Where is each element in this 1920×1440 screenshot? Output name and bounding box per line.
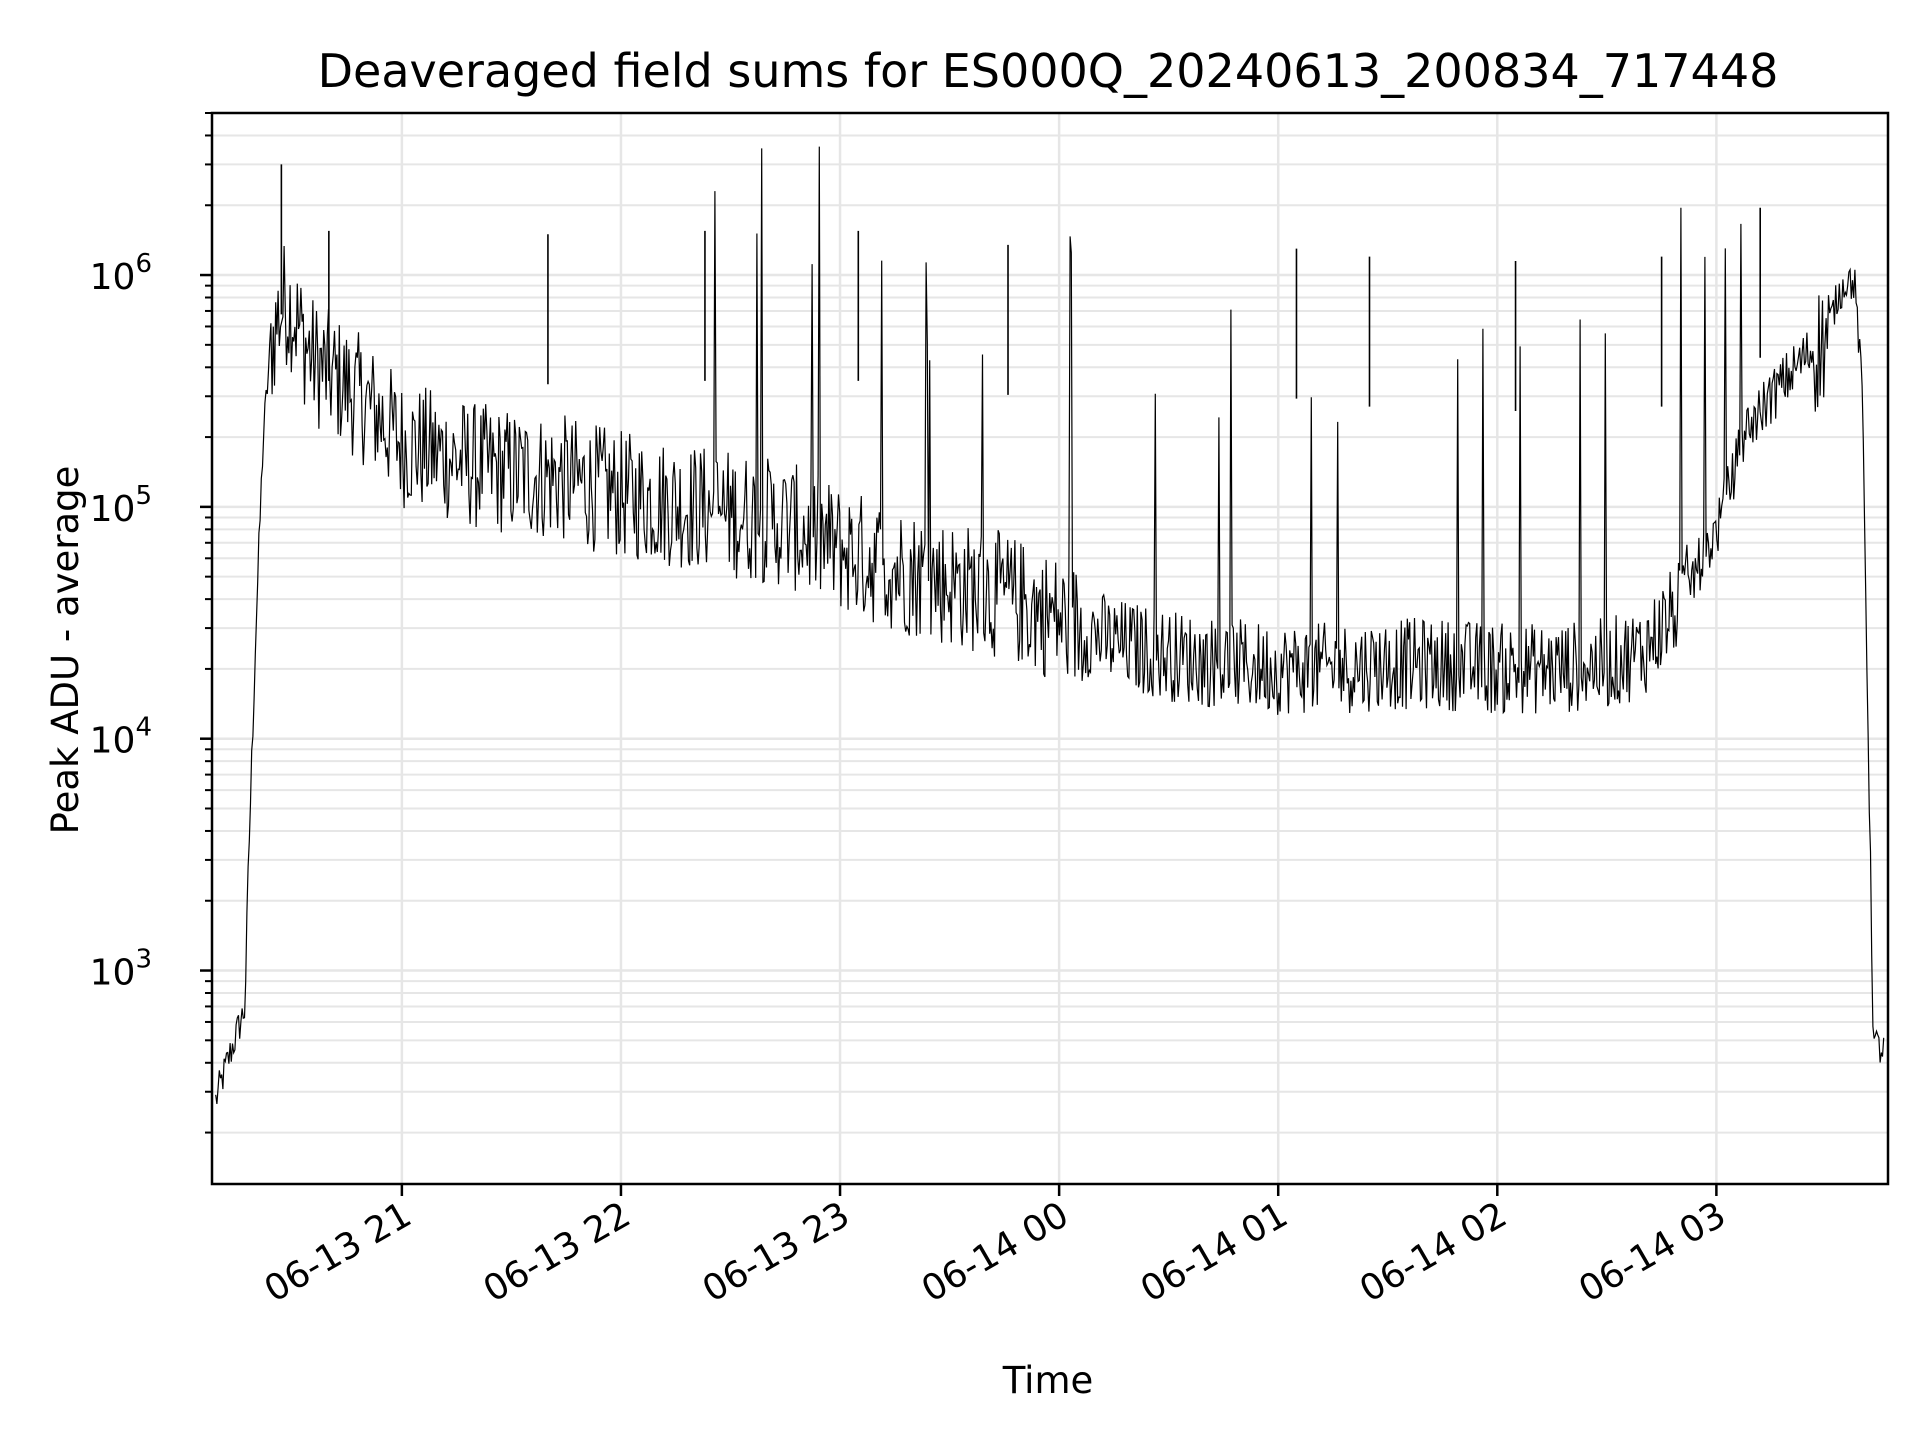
y-tick-exponent: 3: [135, 945, 152, 975]
y-tick-exponent: 6: [135, 249, 152, 279]
y-tick-exponent: 4: [135, 713, 152, 743]
x-tick-label: 06-14 02: [1353, 1194, 1514, 1310]
y-tick-label: 103: [90, 945, 152, 994]
y-axis-label: Peak ADU - average: [44, 466, 87, 835]
axis-ticks: 103 104 105 106 06-13 21 06-13 22 06-13 23 06-1…: [90, 112, 1733, 1311]
y-tick-label: 106: [90, 249, 152, 298]
x-tick-label: 06-14 03: [1572, 1194, 1733, 1310]
x-tick-label: 06-13 22: [477, 1194, 638, 1310]
series-layer: [215, 146, 1885, 1104]
plot-frame: [210, 111, 1890, 1186]
y-tick-label: 104: [90, 713, 152, 762]
chart-title: Deaveraged field sums for ES000Q_2024061…: [318, 44, 1779, 98]
x-tick-label: 06-13 23: [696, 1194, 857, 1310]
x-tick-label: 06-14 01: [1134, 1194, 1295, 1310]
x-axis-label: Time: [1002, 1359, 1094, 1402]
x-tick-label: 06-14 00: [915, 1194, 1076, 1310]
x-tick-label: 06-13 21: [258, 1194, 419, 1310]
y-tick-exponent: 5: [135, 481, 152, 511]
series-line: [215, 146, 1885, 1104]
gridlines: [212, 112, 1888, 1184]
y-tick-label: 105: [90, 481, 152, 530]
